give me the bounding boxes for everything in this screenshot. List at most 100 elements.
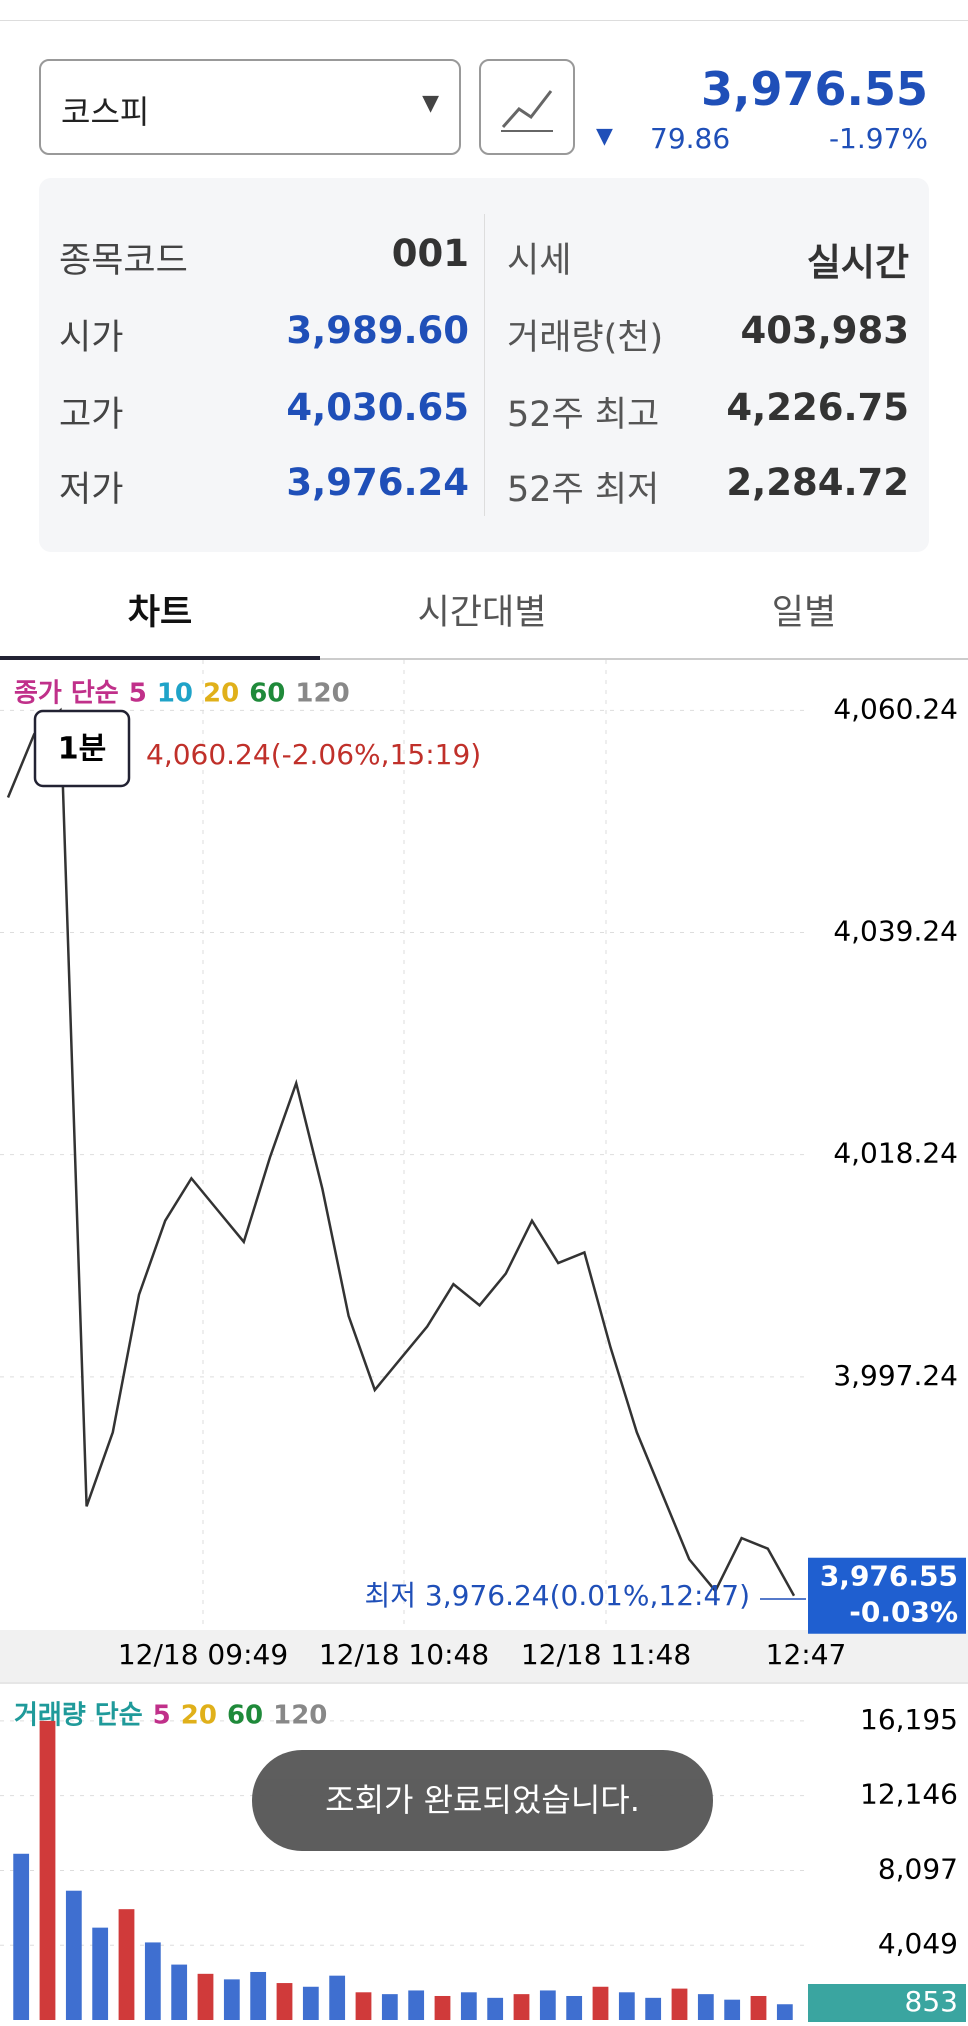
change: 79.86 [650,122,731,155]
x-tick-label: 12/18 11:48 [521,1638,691,1671]
index-name: 코스피 [61,93,150,131]
tab[interactable]: 일별 [771,593,837,633]
volume-bar [355,1992,372,2020]
volume-bar [408,1990,425,2020]
volume-bar [460,1992,477,2020]
current-price: 3,976.55 [820,1560,958,1593]
y-tick-label: 12,146 [860,1778,958,1811]
info-value: 2,284.72 [726,461,909,504]
legend-entry: 120 [273,1701,327,1731]
x-tick-label: 12/18 09:49 [118,1638,288,1671]
max-label: 4,060.24(-2.06%,15:19) [146,738,481,771]
info-label: 거래량(천) [507,318,664,358]
volume-bar [618,1992,635,2020]
info-label: 종목코드 [59,241,188,281]
volume-bar [697,1994,714,2020]
volume-bar [645,1997,662,2020]
legend-entry: 거래량 단순 [14,1701,143,1731]
volume-bar [776,2004,793,2020]
volume-bar [223,1979,240,2020]
price-line [6,707,796,1597]
tab[interactable]: 시간대별 [417,593,547,633]
info-value: 3,989.60 [286,309,469,352]
down-arrow: ▼ [596,124,613,149]
info-value: 4,030.65 [286,386,469,429]
volume-bar [539,1990,556,2020]
info-label: 시세 [507,241,572,281]
volume-bar [171,1964,188,2020]
volume-bar [13,1853,30,2020]
price: 3,976.55 [701,62,928,116]
dropdown-arrow: ▼ [422,91,439,116]
chart-icon [501,90,553,132]
change-pct: -1.97% [828,122,928,155]
period-button [33,709,131,788]
axis-panel [806,660,968,1628]
current-volume: 853 [905,1985,958,2018]
legend-entry: 5 [153,1701,171,1731]
volume-bar [329,1975,346,2020]
volume-bar [65,1890,82,2020]
x-tick-label: 12/18 10:48 [319,1638,489,1671]
volume-bar [592,1986,609,2020]
chart-button[interactable] [479,59,575,155]
index-dropdown[interactable]: 코스피 ▼ [39,59,461,155]
tab-indicator [0,656,320,660]
x-tick-label: 12:47 [766,1638,847,1671]
legend-entry: 5 [129,679,147,709]
info-value: 3,976.24 [286,461,469,504]
info-value: 4,226.75 [726,386,909,429]
y-tick-label: 4,018.24 [833,1137,958,1170]
info-label: 시가 [59,318,124,358]
volume-bar [724,1999,741,2020]
legend-entry: 60 [249,679,285,709]
volume-bar [671,1988,688,2020]
period-label: 1분 [58,732,106,767]
legend-entry: 10 [157,679,193,709]
volume-bar [118,1909,135,2020]
volume-bar [250,1971,267,2020]
info-label: 52주 최고 [507,395,660,435]
volume-bar [434,1995,451,2020]
volume-bar [276,1983,293,2020]
current-box [808,1557,966,1634]
legend-entry: 20 [181,1701,217,1731]
legend-entry: 120 [295,679,349,709]
y-tick-label: 3,997.24 [833,1359,958,1392]
legend-entry: 60 [227,1701,263,1731]
info-label: 저가 [59,470,124,510]
y-tick-label: 8,097 [878,1852,958,1885]
current-change: -0.03% [849,1596,958,1629]
tab[interactable]: 차트 [127,593,193,633]
toast: 조회가 완료되었습니다. [252,1750,713,1851]
volume-bar [566,1995,583,2020]
current-volume-box [808,1984,966,2022]
info-label: 고가 [59,395,124,435]
legend-entry: 20 [203,679,239,709]
info-label: 52주 최저 [507,470,660,510]
info-value: 실시간 [806,241,909,284]
info-value: 001 [391,232,469,275]
y-tick-label: 4,049 [878,1927,958,1960]
y-tick-label: 4,060.24 [833,692,958,725]
volume-bar [513,1994,530,2020]
volume-bar [487,1997,504,2020]
min-label: 최저 3,976.24(0.01%,12:47) [365,1579,751,1612]
volume-bar [92,1927,109,2020]
volume-bar [302,1986,319,2020]
volume-bar [144,1942,161,2020]
legend-entry: 종가 단순 [14,679,119,709]
volume-bar [39,1720,56,2020]
volume-bar [197,1973,214,2020]
x-axis-band [0,1630,968,1682]
divider [484,214,485,516]
y-tick-label: 4,039.24 [833,915,958,948]
tab-line [0,658,968,660]
volume-bar [381,1994,398,2020]
y-tick-label: 16,195 [860,1703,958,1736]
info-value: 403,983 [740,309,909,352]
volume-bar [750,1995,767,2020]
